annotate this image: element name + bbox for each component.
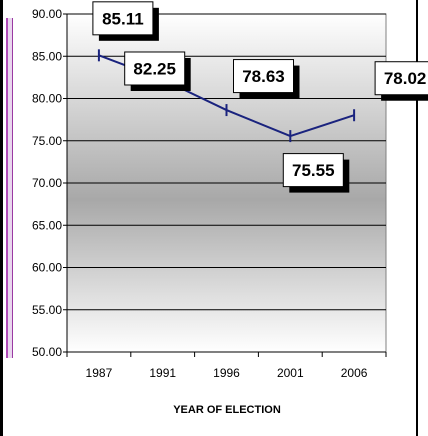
data-label-box [374, 61, 428, 96]
data-label: 82.25 [124, 51, 191, 91]
y-tick-label: 75.00 [32, 134, 62, 148]
y-tick-label: 55.00 [32, 303, 62, 317]
data-label-text: 82.25 [133, 59, 176, 78]
y-tick-label: 70.00 [32, 176, 62, 190]
x-tick-label: 2006 [341, 366, 368, 380]
x-tick-label: 2001 [277, 366, 304, 380]
data-label-text: 85.11 [102, 9, 144, 28]
data-label: 75.55 [282, 153, 350, 193]
y-tick-label: 60.00 [32, 261, 62, 275]
right-border [416, 0, 418, 436]
data-label-box [92, 1, 154, 36]
data-label-text: 78.63 [242, 67, 285, 86]
data-label-text: 75.55 [292, 161, 335, 180]
x-axis-label: YEAR OF ELECTION [173, 404, 281, 416]
y-tick-label: 65.00 [32, 218, 62, 232]
data-label: 78.63 [233, 59, 300, 99]
data-label: 78.02 [374, 61, 428, 101]
data-label-box [233, 59, 294, 94]
x-tick-label: 1991 [149, 366, 176, 380]
y-tick-label: 50.00 [32, 345, 62, 359]
data-label-box [124, 51, 186, 86]
y-tick-label: 90.00 [32, 7, 62, 21]
data-label-box [282, 153, 344, 188]
y-tick-label: 80.00 [32, 92, 62, 106]
left-border [0, 0, 3, 436]
y-tick-label: 85.00 [32, 49, 62, 63]
x-tick-label: 1996 [213, 366, 240, 380]
data-label: 85.11 [92, 1, 159, 41]
x-tick-label: 1987 [86, 366, 113, 380]
data-label-text: 78.02 [384, 69, 427, 88]
background-panel-edge [6, 18, 13, 358]
